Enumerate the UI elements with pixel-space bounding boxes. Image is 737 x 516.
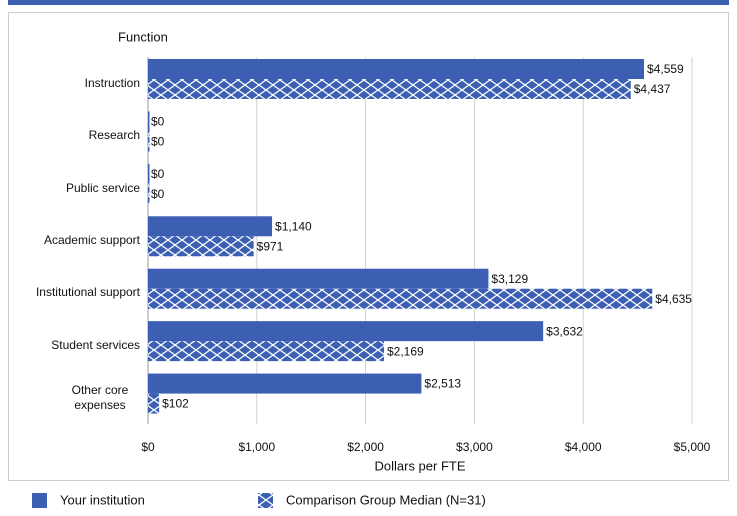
bar [148, 373, 422, 394]
category-label: Instruction [84, 75, 140, 90]
bar [148, 111, 150, 132]
value-label: $1,140 [275, 219, 312, 233]
bar [148, 59, 645, 79]
category-label: Research [88, 128, 140, 143]
legend-swatch [258, 493, 273, 508]
value-label: $0 [151, 167, 165, 181]
x-tick-label: $5,000 [674, 440, 711, 454]
bar [148, 79, 631, 99]
bar [148, 288, 653, 309]
bar [148, 131, 150, 152]
value-label: $102 [162, 397, 189, 411]
bar [148, 321, 544, 342]
category-label: Student services [51, 337, 140, 352]
value-label: $0 [151, 135, 165, 149]
category-label: Other core expenses [71, 382, 129, 412]
bar [148, 393, 160, 414]
bar [148, 163, 150, 184]
value-label: $4,559 [647, 62, 684, 76]
bar [148, 183, 150, 204]
x-tick-label: $4,000 [565, 440, 602, 454]
value-label: $0 [151, 115, 165, 129]
value-label: $3,632 [546, 324, 583, 338]
value-label: $971 [257, 239, 284, 253]
y-axis-title: Function [118, 29, 168, 44]
bar [148, 341, 384, 362]
category-label: Academic support [43, 232, 140, 247]
x-tick-label: $0 [141, 440, 155, 454]
value-label: $3,129 [491, 272, 528, 286]
legend-swatch [32, 493, 47, 508]
x-tick-label: $1,000 [238, 440, 275, 454]
bar [148, 268, 489, 289]
x-axis-title: Dollars per FTE [374, 458, 465, 473]
value-label: $4,437 [634, 82, 671, 96]
legend-label: Your institution [60, 492, 145, 507]
value-label: $0 [151, 187, 165, 201]
category-label: Public service [65, 180, 140, 195]
top-band [8, 0, 729, 5]
value-label: $2,169 [387, 344, 424, 358]
value-label: $4,635 [655, 292, 692, 306]
category-label: Institutional support [35, 285, 140, 300]
value-label: $2,513 [424, 377, 461, 391]
bar [148, 236, 254, 257]
legend-label: Comparison Group Median (N=31) [286, 492, 486, 507]
bar [148, 216, 273, 237]
x-tick-label: $3,000 [456, 440, 493, 454]
x-tick-label: $2,000 [347, 440, 384, 454]
